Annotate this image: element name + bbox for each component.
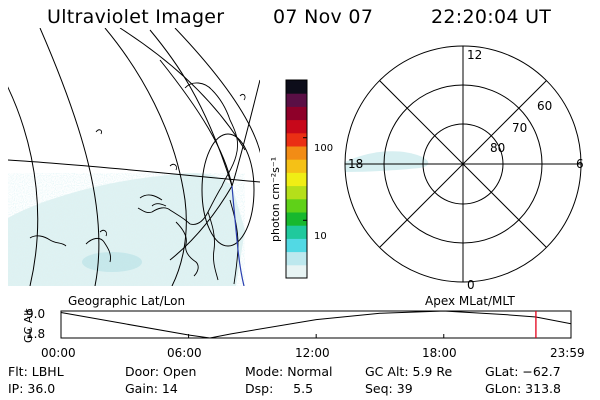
time-label: 22:20:04 UT: [431, 6, 552, 28]
left-panel-caption: Geographic Lat/Lon: [68, 294, 186, 308]
mlat-60-label: 60: [537, 99, 552, 113]
geographic-map: [8, 28, 260, 286]
date-label: 07 Nov 07: [273, 6, 374, 28]
xtick-0000: 00:00: [41, 346, 76, 360]
colorbar-swatch: [286, 172, 307, 187]
status-glon: GLon: 313.8: [485, 381, 561, 396]
status-gcalt: GC Alt: 5.9 Re: [365, 364, 453, 379]
colorbar-frame: [285, 79, 308, 279]
altitude-strip: GC Alt 9.0 1.8 00:00 06:00 12:00 18:00 2…: [22, 307, 585, 360]
status-dsp: Dsp: 5.5: [245, 381, 314, 396]
right-panel-caption: Apex MLat/MLT: [425, 294, 515, 308]
colorbar-tick-100: 100: [314, 143, 333, 154]
colorbar-swatch: [286, 198, 307, 213]
mlat-70-label: 70: [512, 121, 527, 135]
mlt-18-label: 18: [348, 157, 363, 171]
strip-ylabel: GC Alt: [22, 308, 35, 343]
status-gain: Gain: 14: [125, 381, 178, 396]
mlt-0-label: 0: [467, 278, 475, 292]
status-door: Door: Open: [125, 364, 197, 379]
colorbar-swatch: [286, 119, 307, 134]
status-mode: Mode: Normal: [245, 364, 333, 379]
colorbar-swatch: [286, 146, 307, 160]
colorbar: [285, 79, 308, 279]
colorbar-swatch: [286, 106, 307, 121]
terminator-line: [231, 185, 245, 286]
xtick-1200: 12:00: [295, 346, 330, 360]
colorbar-swatch: [286, 251, 307, 266]
status-ip: IP: 36.0: [8, 381, 56, 396]
mlt-12-label: 12: [467, 48, 482, 62]
colorbar-swatch: [286, 159, 307, 173]
lat-lon-grid: [8, 28, 260, 286]
colorbar-swatch: [286, 225, 307, 239]
xtick-2359: 23:59: [550, 346, 585, 360]
status-glat: GLat: −62.7: [485, 364, 561, 379]
colorbar-swatch: [286, 132, 307, 147]
colorbar-swatch: [286, 93, 307, 107]
ytick-1-8: 1.8: [26, 327, 45, 341]
polar-auroral-patch: [345, 151, 429, 172]
status-seq: Seq: 39: [365, 381, 413, 396]
xtick-1800: 18:00: [422, 346, 457, 360]
mlat-80-label: 80: [490, 141, 505, 155]
colorbar-swatch: [286, 264, 307, 279]
status-flt: Flt: LBHL: [8, 364, 64, 379]
strip-frame: [60, 310, 572, 339]
instrument-title: Ultraviolet Imager: [47, 6, 225, 28]
colorbar-swatch: [286, 212, 307, 226]
colorbar-swatch: [286, 238, 307, 253]
colorbar-swatch: [286, 80, 307, 94]
colorbar-tick-10: 10: [314, 231, 327, 242]
colorbar-swatch: [286, 185, 307, 200]
xtick-0600: 06:00: [167, 346, 202, 360]
orbit-altitude-line: [60, 310, 572, 339]
ytick-9: 9.0: [26, 307, 45, 321]
colorbar-label: photon cm⁻²s⁻¹: [269, 157, 282, 242]
polar-dial: 12 6 0 18 60 70 80: [344, 45, 584, 292]
mlt-6-label: 6: [576, 157, 584, 171]
